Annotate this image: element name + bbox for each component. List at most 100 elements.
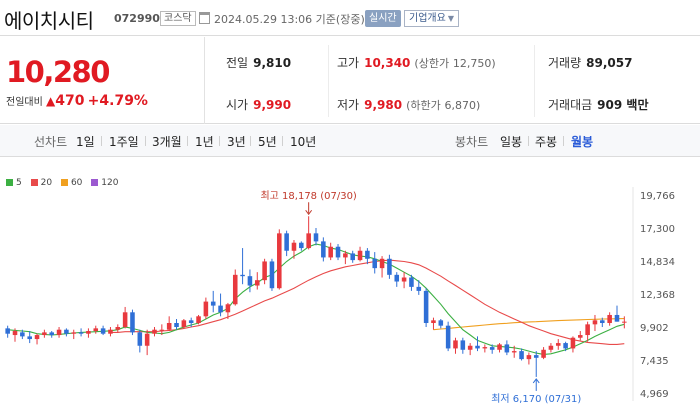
- candle-body: [188, 320, 194, 324]
- ma20-line: [110, 259, 625, 345]
- tab-1d[interactable]: 1일: [76, 135, 95, 149]
- candle-body: [71, 332, 77, 334]
- y-tick-label: 17,300: [640, 224, 675, 235]
- candle-body: [563, 343, 568, 349]
- realtime-button[interactable]: 실시간: [365, 10, 401, 27]
- prev-close-label: 전일: [226, 56, 249, 70]
- candle-body: [49, 332, 54, 336]
- candle-body: [328, 246, 333, 258]
- stock-header: 에이치시티 072990 코스닥 2024.05.29 13:06 기준(장중)…: [0, 0, 700, 36]
- tab-10y[interactable]: 10년: [290, 135, 317, 149]
- candle-body: [196, 316, 201, 324]
- stock-code: 072990: [114, 12, 160, 25]
- candle-body: [423, 290, 429, 324]
- volume-value: 89,057: [586, 56, 633, 70]
- candle-body: [218, 305, 223, 313]
- candle-body: [409, 277, 414, 287]
- prev-close-value: 9,810: [253, 56, 292, 70]
- candle-body: [519, 351, 524, 360]
- change-label: 전일대비: [6, 97, 43, 108]
- candlestick-chart[interactable]: 19,766 17,300 14,834 12,368 9,902 7,435 4,969 최…: [0, 160, 700, 405]
- candle-body: [159, 329, 165, 331]
- candle-body: [504, 344, 510, 353]
- tab-5y[interactable]: 5년: [258, 135, 277, 149]
- candle-body: [299, 242, 304, 249]
- tab-weekly[interactable]: 주봉: [535, 135, 558, 149]
- tab-divider: [282, 136, 283, 146]
- column-divider: [328, 45, 329, 117]
- candle-body: [277, 233, 282, 289]
- candle-body: [20, 332, 25, 337]
- market-badge: 코스닥: [160, 11, 196, 26]
- high-label: 고가: [337, 56, 360, 70]
- y-tick-label: 4,969: [640, 389, 669, 400]
- candle-body: [181, 320, 187, 328]
- candle-body: [284, 233, 289, 251]
- candle-body: [467, 345, 473, 350]
- candle-body: [12, 331, 18, 336]
- tab-daily[interactable]: 일봉: [500, 135, 523, 149]
- candle-body: [438, 320, 444, 326]
- candle-body: [42, 332, 47, 336]
- prev-close-cell: 전일 9,810: [226, 54, 291, 71]
- candle-body: [240, 274, 245, 277]
- datetime: 2024.05.29 13:06 기준(장중): [214, 13, 365, 26]
- candle-body: [431, 320, 436, 324]
- candle-body: [541, 349, 546, 358]
- candle-body: [357, 250, 363, 261]
- low-arrow-icon: [532, 378, 540, 384]
- lower-limit-value: 6,870): [444, 99, 481, 112]
- upper-limit-label: (상한가: [414, 57, 450, 70]
- candle-body: [343, 253, 348, 258]
- tab-monthly[interactable]: 월봉: [571, 135, 594, 149]
- candle-body: [570, 337, 576, 349]
- tab-divider: [528, 136, 529, 146]
- candle-body: [174, 323, 179, 328]
- candle-body: [387, 258, 392, 275]
- candle-body: [365, 250, 370, 259]
- candle-body: [5, 328, 10, 334]
- candle-body: [254, 280, 260, 286]
- line-chart-heading: 선차트: [34, 135, 68, 149]
- candle-body: [607, 314, 612, 324]
- candle-body: [225, 304, 231, 313]
- y-tick-label: 9,902: [640, 323, 669, 334]
- amount-cell: 거래대금 909 백만: [548, 96, 648, 113]
- amount-label: 거래대금: [548, 98, 593, 112]
- legend-ma120: 120: [91, 178, 118, 188]
- high-annotation: 최고 18,178 (07/30): [260, 190, 356, 202]
- company-overview-button[interactable]: 기업개요 ▼: [404, 10, 459, 27]
- candle-body: [526, 355, 532, 360]
- candle-body: [27, 336, 32, 340]
- low-cell: 저가 9,980 (하한가 6,870): [337, 96, 480, 113]
- stock-name: 에이치시티: [4, 9, 94, 33]
- calendar-icon: [199, 12, 210, 24]
- candle-body: [86, 331, 91, 334]
- candle-body: [445, 325, 451, 349]
- volume-label: 거래량: [548, 56, 582, 70]
- candle-body: [115, 327, 121, 330]
- legend-swatch: [91, 179, 99, 186]
- ma60-line: [433, 318, 625, 331]
- up-triangle-icon: ▲: [46, 94, 56, 108]
- tab-divider: [563, 136, 564, 146]
- tab-3y[interactable]: 3년: [227, 135, 246, 149]
- candle-body: [166, 323, 172, 330]
- amount-value: 909 백만: [597, 98, 649, 112]
- candle-body: [152, 329, 157, 334]
- tab-3m[interactable]: 3개월: [152, 135, 182, 149]
- current-price-panel: 10,280 전일대비 ▲470 +4.79%: [0, 37, 205, 124]
- tab-divider: [101, 136, 102, 146]
- y-tick-label: 14,834: [640, 257, 675, 268]
- legend-label: 60: [70, 178, 83, 188]
- upper-limit-value: 12,750): [452, 57, 496, 70]
- tab-1y[interactable]: 1년: [195, 135, 214, 149]
- candle-body: [497, 344, 502, 350]
- price-summary: 10,280 전일대비 ▲470 +4.79% 전일 9,810 고가 10,340…: [0, 37, 700, 124]
- open-value: 9,990: [253, 98, 292, 112]
- candle-body: [313, 233, 319, 242]
- candle-body: [600, 320, 605, 324]
- tab-1w[interactable]: 1주일: [109, 135, 139, 149]
- legend-label: 20: [40, 178, 53, 188]
- candle-body: [93, 328, 99, 332]
